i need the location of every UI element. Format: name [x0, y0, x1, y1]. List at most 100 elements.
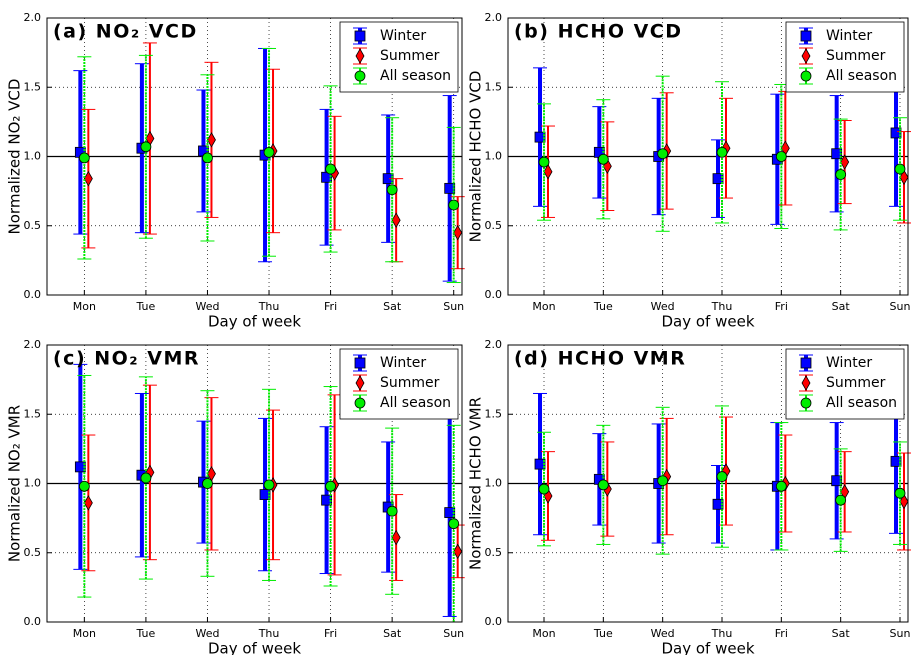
y-tick-label: 1.5	[24, 80, 42, 93]
legend-label: Winter	[826, 355, 872, 371]
marker-circle	[448, 199, 460, 211]
axes-frame	[46, 344, 463, 623]
marker-circle	[835, 494, 847, 506]
marker-circle	[894, 163, 906, 175]
legend-marker	[355, 48, 365, 64]
subplot: 0.0 0.5 1.0 1.5 2.0 Mon Tue Wed Thu Fri Sat Sun (c) …	[6, 338, 465, 655]
panel-title: (b) HCHO VCD	[514, 21, 683, 43]
legend-label: Summer	[826, 375, 886, 391]
marker-square	[534, 131, 546, 143]
legend-label: Winter	[380, 355, 426, 371]
subplot: 0.0 0.5 1.0 1.5 2.0 Mon Tue Wed Thu Fri Sat Sun (a) …	[6, 11, 465, 331]
marker-circle	[894, 487, 906, 499]
legend-marker	[800, 397, 812, 409]
x-tick-label: Tue	[593, 627, 613, 640]
marker-circle	[78, 152, 90, 164]
x-tick-label: Sun	[890, 627, 911, 640]
marker-diamond	[453, 224, 463, 241]
x-tick-label: Wed	[195, 627, 219, 640]
marker-circle	[386, 505, 398, 517]
y-axis-label: Normalized HCHO VCD	[467, 71, 485, 243]
marker-circle	[202, 152, 213, 164]
x-tick-label: Thu	[258, 300, 280, 313]
marker-circle	[325, 163, 336, 175]
marker-circle	[597, 479, 609, 491]
legend-label: Winter	[380, 28, 426, 44]
y-tick-label: 0.0	[24, 615, 42, 628]
legend-marker	[355, 375, 365, 391]
legend-marker	[354, 357, 366, 369]
marker-circle	[538, 483, 550, 495]
marker-circle	[448, 518, 460, 530]
legend-marker	[354, 397, 366, 409]
y-tick-label: 0.0	[485, 288, 503, 301]
y-axis-label: Normalized NO₂ VCD	[6, 79, 24, 235]
legend-marker	[800, 70, 812, 82]
marker-diamond	[391, 529, 401, 546]
legend-label: Summer	[380, 375, 440, 391]
legend-marker	[801, 375, 811, 391]
marker-diamond	[83, 170, 93, 187]
x-tick-label: Fri	[775, 627, 788, 640]
x-tick-label: Sat	[383, 300, 402, 313]
x-tick-label: Fri	[324, 300, 337, 313]
x-tick-label: Wed	[651, 627, 675, 640]
x-tick-label: Wed	[651, 300, 675, 313]
marker-circle	[538, 156, 550, 168]
marker-circle	[835, 169, 847, 180]
x-tick-label: Mon	[73, 627, 96, 640]
x-tick-label: Mon	[532, 300, 555, 313]
legend-label: All season	[380, 395, 451, 411]
legend-label: Summer	[826, 48, 886, 64]
marker-diamond	[83, 495, 93, 511]
legend-label: Summer	[380, 48, 440, 64]
legend-marker	[800, 357, 812, 369]
x-tick-label: Fri	[775, 300, 788, 313]
x-tick-label: Tue	[136, 300, 156, 313]
x-axis-label: Day of week	[661, 640, 754, 655]
y-tick-label: 0.5	[24, 219, 42, 232]
x-tick-label: Sat	[383, 627, 402, 640]
marker-circle	[657, 148, 669, 160]
y-tick-label: 2.0	[24, 338, 42, 351]
y-tick-label: 0.0	[24, 288, 42, 301]
axes-frame	[507, 344, 909, 623]
x-axis-label: Day of week	[661, 313, 754, 331]
marker-circle	[597, 153, 609, 165]
x-tick-label: Mon	[73, 300, 96, 313]
marker-diamond	[543, 163, 553, 180]
x-tick-label: Sun	[443, 627, 464, 640]
y-tick-label: 0.5	[485, 219, 503, 232]
marker-diamond	[391, 212, 401, 229]
legend-marker	[354, 30, 366, 42]
y-tick-label: 1.5	[485, 80, 503, 93]
panel-title: (c) NO₂ VMR	[53, 348, 200, 370]
y-tick-label: 1.0	[485, 150, 503, 163]
subplot: 0.0 0.5 1.0 1.5 2.0 Mon Tue Wed Thu Fri Sat Sun (b) …	[467, 11, 911, 331]
y-tick-label: 1.5	[485, 407, 503, 420]
marker-circle	[775, 480, 787, 492]
x-tick-label: Thu	[258, 627, 280, 640]
subplot: 0.0 0.5 1.0 1.5 2.0 Mon Tue Wed Thu Fri Sat Sun (d) …	[467, 338, 911, 655]
x-tick-label: Tue	[593, 300, 613, 313]
x-tick-label: Thu	[711, 627, 733, 640]
marker-circle	[657, 475, 669, 487]
y-axis-label: Normalized HCHO VMR	[467, 397, 485, 570]
x-tick-label: Mon	[532, 627, 555, 640]
legend-marker	[354, 70, 366, 82]
legend-label: Winter	[826, 28, 872, 44]
legend-label: All season	[380, 68, 451, 84]
legend-label: All season	[826, 395, 897, 411]
x-tick-label: Sat	[832, 300, 851, 313]
marker-circle	[202, 478, 213, 489]
marker-circle	[78, 480, 90, 492]
axes-frame	[507, 17, 909, 296]
y-tick-label: 2.0	[485, 338, 503, 351]
x-tick-label: Tue	[136, 627, 156, 640]
x-tick-label: Wed	[195, 300, 219, 313]
y-tick-label: 0.0	[485, 615, 503, 628]
marker-circle	[716, 146, 728, 158]
marker-circle	[140, 472, 152, 484]
y-axis-label: Normalized NO₂ VMR	[6, 405, 24, 562]
